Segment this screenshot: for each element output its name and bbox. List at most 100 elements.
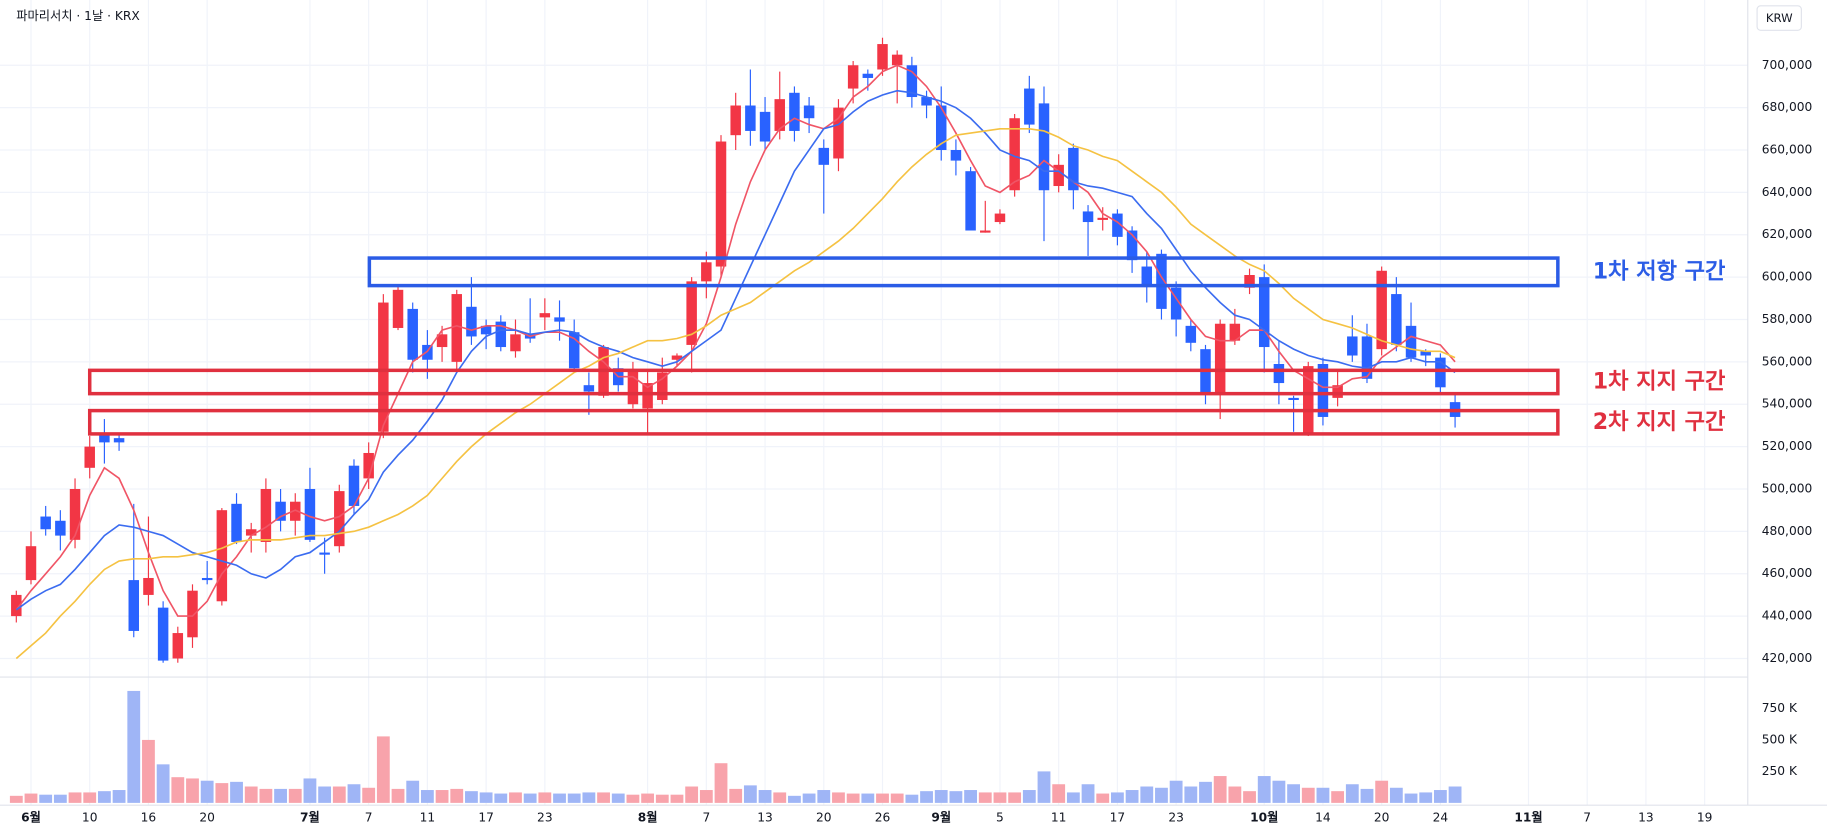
y-tick-label: 500,000 [1762, 481, 1813, 495]
y-tick-label: 440,000 [1762, 609, 1813, 623]
candle-body [40, 516, 51, 530]
candle-body [891, 54, 903, 66]
x-tick-label: 7 [365, 811, 373, 825]
zone-box [87, 368, 1560, 396]
y-tick-label: 660,000 [1762, 143, 1813, 157]
volume-bar [934, 790, 948, 803]
volume-tick-label: 250 K [1762, 764, 1798, 778]
candle-body [1170, 287, 1182, 320]
volume-bar [1037, 771, 1051, 803]
candle-body [201, 577, 213, 581]
x-tick-label: 13 [1638, 811, 1654, 825]
candle-body [935, 105, 947, 151]
volume-bar [479, 792, 493, 803]
candle-body [994, 213, 1006, 223]
x-tick-label: 7 [702, 811, 710, 825]
candle-body [803, 105, 815, 119]
volume-bar [1404, 793, 1418, 803]
x-tick-label: 23 [537, 811, 553, 825]
currency-button[interactable] [1756, 5, 1802, 31]
volume-bar [1228, 786, 1242, 803]
volume-bar [1140, 786, 1154, 803]
volume-bar [244, 786, 258, 803]
candle-body [1185, 325, 1197, 343]
candle-body [275, 501, 286, 521]
x-tick-label: 24 [1433, 811, 1449, 825]
volume-bar [641, 793, 655, 803]
currency-button-label[interactable]: KRW [1766, 11, 1793, 25]
candle-body [436, 334, 448, 348]
zone-label: 1차 저항 구간 [1593, 258, 1726, 284]
candle-body [701, 262, 712, 282]
volume-bar [817, 790, 831, 803]
volume-pane [9, 690, 1462, 803]
volume-bar [802, 793, 816, 803]
candle-body [1376, 270, 1387, 350]
volume-bar [743, 785, 757, 803]
volume-bar [435, 790, 449, 803]
volume-bar [68, 792, 82, 803]
volume-bar [846, 793, 860, 803]
volume-bar [1155, 787, 1168, 803]
candle-body [348, 465, 360, 506]
moving-average-line [15, 127, 1456, 660]
volume-bar [788, 795, 801, 803]
x-tick-label: 11 [420, 811, 436, 825]
y-tick-label: 580,000 [1762, 312, 1813, 326]
volume-bar [1389, 787, 1403, 803]
volume-bar [993, 792, 1007, 803]
candle-body [1347, 336, 1358, 356]
x-tick-label: 6월 [21, 810, 41, 825]
candle-body [187, 590, 198, 638]
candle-body [407, 308, 418, 360]
volume-bar [1331, 791, 1345, 803]
volume-bar [1316, 787, 1330, 803]
candle-body [466, 306, 477, 337]
volume-bar [1081, 784, 1095, 803]
volume-bar [1272, 780, 1286, 803]
candle-body [789, 92, 800, 131]
volume-bar [259, 788, 273, 803]
volume-bar [288, 788, 302, 803]
candle-body [363, 452, 374, 479]
candle-body [715, 141, 727, 267]
volume-bar [758, 790, 772, 803]
zones: 1차 저항 구간 1차 지지 구간 2차 지지 구간 [87, 256, 1726, 436]
volume-bar [1184, 786, 1198, 803]
grid [0, 0, 1748, 806]
candle-body [671, 355, 683, 360]
volume-bar [611, 793, 625, 803]
candle-body [1141, 266, 1153, 286]
moving-average-line [15, 89, 1456, 611]
volume-bar [274, 788, 287, 803]
volume-bar [303, 778, 317, 803]
x-tick-label: 8월 [638, 810, 658, 825]
volume-bar [1169, 780, 1183, 803]
zone-label: 2차 지지 구간 [1593, 409, 1726, 435]
volume-bar [1096, 793, 1110, 803]
candle-body [334, 491, 345, 547]
volume-bar [1066, 792, 1080, 803]
volume-bar [714, 763, 728, 803]
candle-body [1082, 211, 1094, 223]
candle-body [862, 73, 874, 78]
candle-body [980, 230, 991, 233]
volume-bar [949, 791, 963, 803]
candle-body [686, 281, 697, 345]
x-tick-label: 17 [1110, 811, 1126, 825]
candle-body [730, 105, 741, 136]
candle-body [510, 334, 521, 352]
candle-body [1244, 275, 1255, 288]
candle-body [627, 370, 639, 405]
volume-bar [1008, 792, 1022, 803]
volume-bar [97, 791, 111, 803]
x-tick-label: 7 [1583, 811, 1591, 825]
candle-body [774, 99, 785, 131]
y-tick-label: 640,000 [1762, 185, 1813, 199]
candle-body [657, 372, 668, 401]
volume-bar [964, 790, 978, 803]
volume-bar [420, 790, 434, 803]
volume-bar [1243, 791, 1256, 803]
